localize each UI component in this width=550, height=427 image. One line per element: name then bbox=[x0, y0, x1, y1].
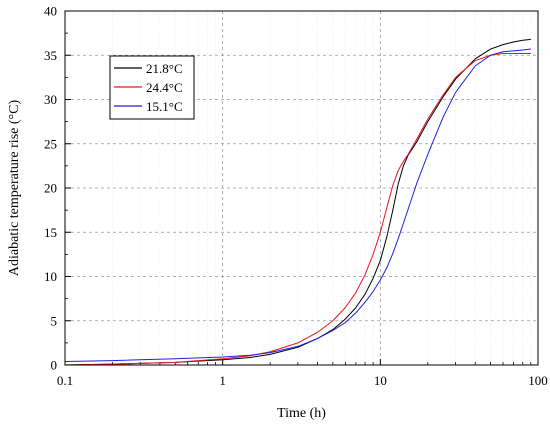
x-axis-label: Time (h) bbox=[277, 406, 326, 421]
y-tick-label: 40 bbox=[44, 4, 57, 19]
series-lines bbox=[64, 38, 531, 366]
x-tick-label: 1 bbox=[219, 373, 226, 388]
y-tick-label: 35 bbox=[44, 48, 57, 63]
grid bbox=[65, 11, 538, 365]
y-tick-label: 30 bbox=[44, 92, 57, 107]
x-tick-label: 10 bbox=[374, 373, 387, 388]
x-tick-label: 0.1 bbox=[57, 373, 73, 388]
legend: 21.8°C 24.4°C 15.1°C bbox=[109, 55, 195, 120]
minor-ticks bbox=[65, 32, 532, 365]
legend-label: 15.1°C bbox=[146, 99, 183, 114]
y-tick-label: 15 bbox=[44, 225, 57, 240]
plot-frame bbox=[64, 10, 539, 366]
y-axis-label: Adiabatic temperature rise (°C) bbox=[7, 100, 22, 277]
legend-label: 21.8°C bbox=[146, 61, 183, 76]
y-tick-labels: 0 5 10 15 20 25 30 35 40 bbox=[44, 4, 57, 373]
y-tick-label: 25 bbox=[44, 136, 57, 151]
y-tick-label: 5 bbox=[51, 313, 58, 328]
series-line bbox=[64, 38, 531, 366]
legend-label: 24.4°C bbox=[146, 80, 183, 95]
x-tick-labels: 0.1 1 10 100 bbox=[57, 373, 548, 388]
y-tick-label: 20 bbox=[44, 181, 57, 196]
x-tick-label: 100 bbox=[528, 373, 548, 388]
y-tick-label: 0 bbox=[51, 358, 58, 373]
major-ticks bbox=[64, 10, 539, 366]
y-tick-label: 10 bbox=[44, 269, 57, 284]
series-line bbox=[64, 48, 531, 362]
